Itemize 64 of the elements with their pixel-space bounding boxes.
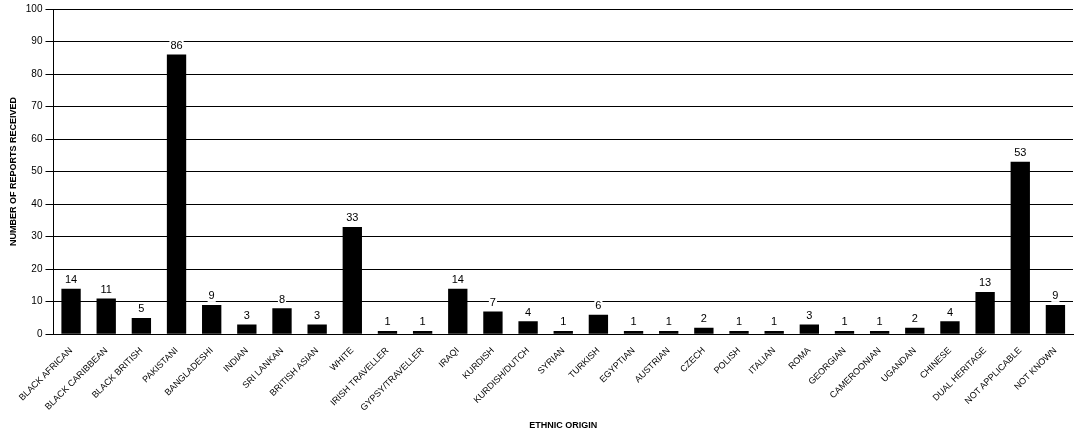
y-tick-label: 80 bbox=[31, 67, 43, 79]
data-label: 1 bbox=[560, 315, 567, 328]
bar bbox=[272, 308, 292, 334]
data-label: 2 bbox=[700, 312, 707, 325]
bar bbox=[131, 317, 152, 334]
data-label: 53 bbox=[1014, 146, 1027, 159]
data-label: 7 bbox=[489, 295, 496, 308]
bar bbox=[729, 330, 749, 334]
y-tick-label: 20 bbox=[31, 262, 43, 274]
data-label: 1 bbox=[419, 315, 426, 328]
data-label: 4 bbox=[946, 305, 954, 318]
bar bbox=[202, 304, 222, 334]
bar bbox=[659, 330, 679, 334]
data-label: 14 bbox=[451, 273, 464, 286]
data-label: 6 bbox=[595, 299, 602, 312]
data-label: 14 bbox=[64, 273, 78, 286]
data-label: 1 bbox=[384, 315, 391, 328]
bar bbox=[623, 330, 644, 334]
data-label: 13 bbox=[978, 276, 992, 289]
data-label: 86 bbox=[170, 39, 183, 52]
y-tick-label: 90 bbox=[31, 35, 43, 47]
data-label: 5 bbox=[138, 302, 145, 315]
data-label: 1 bbox=[771, 315, 778, 328]
bar bbox=[1045, 304, 1066, 334]
x-axis-title: ETHNIC ORIGIN bbox=[529, 420, 598, 431]
data-label: 1 bbox=[665, 315, 672, 328]
bar bbox=[940, 321, 960, 334]
bar bbox=[412, 330, 433, 334]
bar bbox=[905, 327, 925, 334]
y-tick-label: 70 bbox=[31, 100, 43, 112]
y-tick-label: 30 bbox=[31, 230, 43, 242]
y-tick-label: 40 bbox=[31, 197, 43, 209]
bar bbox=[237, 324, 257, 334]
bar bbox=[694, 327, 714, 334]
y-tick-label: 60 bbox=[31, 132, 43, 144]
bar bbox=[553, 330, 573, 334]
data-label: 11 bbox=[100, 282, 112, 295]
data-label: 4 bbox=[525, 305, 532, 318]
bar bbox=[764, 330, 784, 334]
data-label: 2 bbox=[911, 312, 918, 325]
y-tick-label: 0 bbox=[36, 327, 43, 339]
data-label: 3 bbox=[243, 308, 250, 321]
bar bbox=[307, 324, 327, 334]
bar bbox=[377, 330, 398, 334]
data-label: 9 bbox=[208, 289, 215, 302]
y-tick-label: 100 bbox=[25, 2, 43, 14]
bar bbox=[518, 321, 538, 334]
y-tick-label: 10 bbox=[31, 295, 43, 307]
bar bbox=[588, 314, 609, 334]
data-label: 1 bbox=[876, 315, 883, 328]
bar bbox=[799, 324, 819, 334]
data-label: 1 bbox=[735, 315, 743, 328]
data-label: 1 bbox=[630, 315, 637, 328]
y-tick-label: 50 bbox=[31, 165, 43, 177]
data-label: 3 bbox=[314, 308, 321, 321]
data-label: 9 bbox=[1052, 289, 1059, 302]
y-axis-title: NUMBER OF REPORTS RECEIVED bbox=[7, 96, 18, 247]
data-label: 1 bbox=[841, 315, 848, 328]
bar bbox=[834, 330, 855, 334]
bar bbox=[869, 330, 890, 334]
bar bbox=[483, 311, 503, 334]
data-label: 8 bbox=[278, 292, 286, 305]
data-label: 33 bbox=[346, 211, 359, 224]
data-label: 3 bbox=[806, 308, 813, 321]
